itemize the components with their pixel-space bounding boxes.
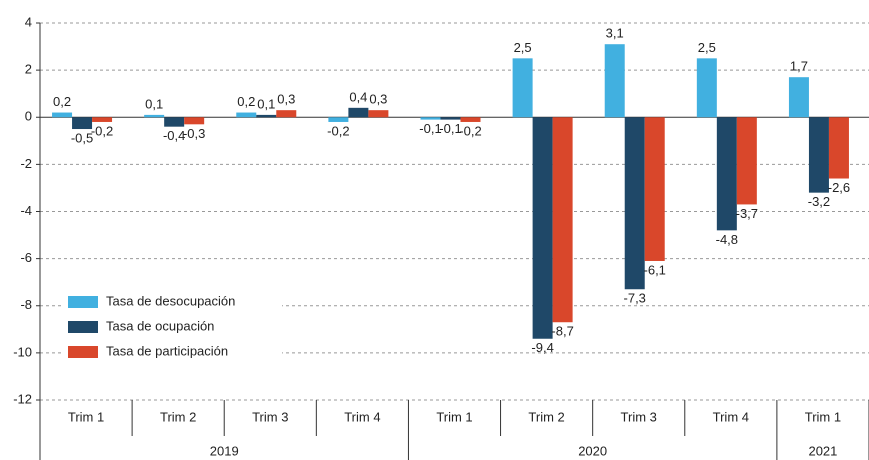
legend-label: Tasa de ocupación bbox=[106, 318, 214, 333]
value-label: -3,2 bbox=[808, 194, 830, 209]
bar bbox=[512, 58, 533, 118]
value-label: -3,7 bbox=[736, 206, 758, 221]
y-tick-label: -12 bbox=[13, 391, 32, 406]
value-label: -0,1 bbox=[419, 121, 441, 136]
value-label: 0,2 bbox=[237, 94, 255, 109]
value-label: -0,3 bbox=[183, 126, 205, 141]
legend-swatch bbox=[68, 346, 98, 358]
bar bbox=[276, 110, 297, 118]
group-label: 2020 bbox=[578, 443, 607, 458]
value-label: 0,3 bbox=[369, 92, 387, 107]
value-label: -0,2 bbox=[459, 123, 481, 138]
bar bbox=[236, 112, 257, 118]
legend-background bbox=[62, 290, 282, 364]
value-label: 0,2 bbox=[53, 94, 71, 109]
value-label: 0,1 bbox=[145, 96, 163, 111]
bar bbox=[52, 112, 73, 118]
group-label: 2019 bbox=[210, 443, 239, 458]
y-tick-label: -4 bbox=[20, 203, 32, 218]
value-label: 2,5 bbox=[514, 40, 532, 55]
value-label: -8,7 bbox=[551, 324, 573, 339]
group-label: 2021 bbox=[808, 443, 837, 458]
bar bbox=[72, 117, 93, 130]
value-label: 0,1 bbox=[257, 96, 275, 111]
value-label: -0,1 bbox=[439, 121, 461, 136]
bar bbox=[716, 117, 737, 231]
value-label: 1,7 bbox=[790, 59, 808, 74]
bar bbox=[552, 117, 573, 323]
value-label: -7,3 bbox=[624, 291, 646, 306]
y-tick-label: 4 bbox=[25, 14, 32, 29]
bar bbox=[420, 117, 441, 120]
legend-swatch bbox=[68, 296, 98, 308]
bar bbox=[184, 117, 205, 125]
x-tick-label: Trim 3 bbox=[252, 409, 288, 424]
value-label: 0,3 bbox=[277, 92, 295, 107]
y-tick-label: -10 bbox=[13, 344, 32, 359]
bar bbox=[440, 117, 461, 120]
value-label: 0,4 bbox=[349, 89, 367, 104]
x-tick-label: Trim 1 bbox=[436, 409, 472, 424]
x-tick-label: Trim 2 bbox=[528, 409, 564, 424]
bar bbox=[604, 44, 625, 118]
value-label: -0,2 bbox=[327, 123, 349, 138]
value-label: 2,5 bbox=[698, 40, 716, 55]
x-tick-label: Trim 4 bbox=[344, 409, 380, 424]
legend-swatch bbox=[68, 321, 98, 333]
value-label: -0,4 bbox=[163, 128, 185, 143]
x-tick-label: Trim 4 bbox=[713, 409, 749, 424]
value-label: -6,1 bbox=[644, 262, 666, 277]
y-tick-label: -8 bbox=[20, 297, 32, 312]
bar bbox=[624, 117, 645, 290]
x-tick-label: Trim 2 bbox=[160, 409, 196, 424]
bar bbox=[256, 114, 277, 118]
legend-label: Tasa de desocupación bbox=[106, 293, 235, 308]
bar bbox=[696, 58, 717, 118]
bar bbox=[328, 117, 349, 122]
y-tick-label: -2 bbox=[20, 156, 32, 171]
bar bbox=[368, 110, 389, 118]
value-label: 3,1 bbox=[606, 26, 624, 41]
bar bbox=[460, 117, 481, 122]
value-label: -0,2 bbox=[91, 123, 113, 138]
bar bbox=[788, 77, 809, 118]
bar bbox=[144, 114, 165, 118]
bar bbox=[532, 117, 553, 339]
bar bbox=[828, 117, 849, 179]
y-tick-label: 2 bbox=[25, 62, 32, 77]
bar bbox=[92, 117, 113, 122]
y-tick-label: -6 bbox=[20, 250, 32, 265]
value-label: -0,5 bbox=[71, 130, 93, 145]
value-label: -4,8 bbox=[716, 232, 738, 247]
bar bbox=[348, 107, 369, 118]
bar bbox=[808, 117, 829, 193]
value-label: -9,4 bbox=[531, 340, 553, 355]
x-tick-label: Trim 3 bbox=[621, 409, 657, 424]
bar bbox=[644, 117, 665, 261]
y-tick-label: 0 bbox=[25, 109, 32, 124]
legend-label: Tasa de participación bbox=[106, 343, 228, 358]
x-tick-label: Trim 1 bbox=[68, 409, 104, 424]
bar bbox=[736, 117, 757, 205]
x-tick-label: Trim 1 bbox=[805, 409, 841, 424]
value-label: -2,6 bbox=[828, 180, 850, 195]
bar bbox=[164, 117, 185, 127]
